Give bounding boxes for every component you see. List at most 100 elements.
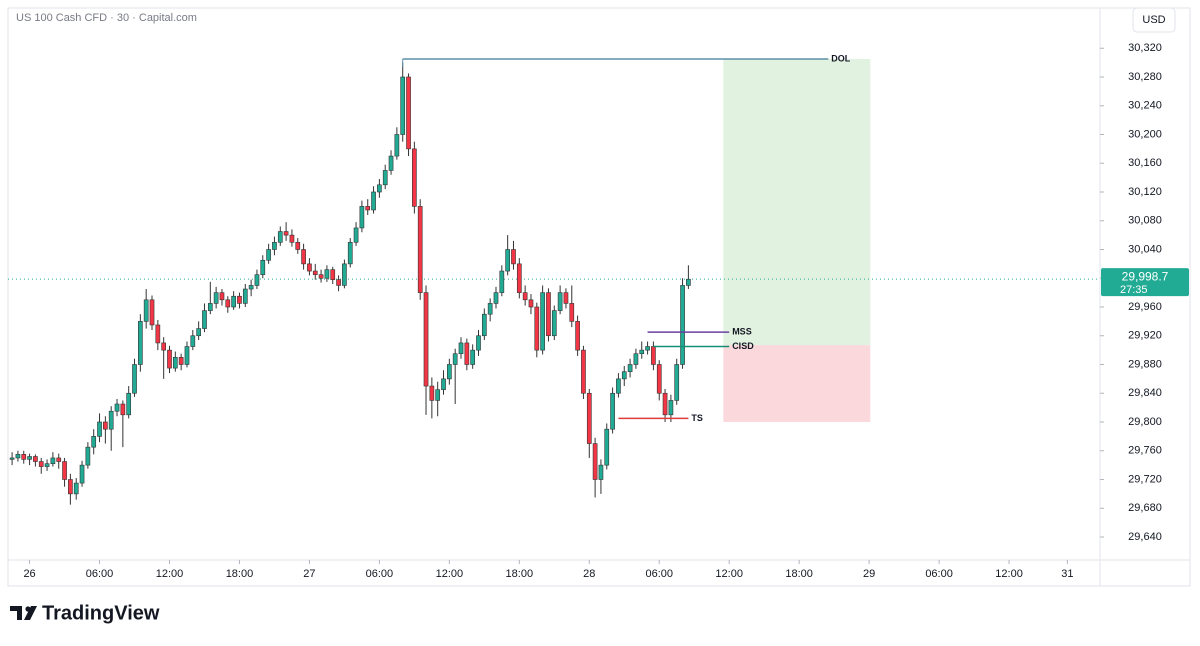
- x-tick-label: 06:00: [366, 568, 394, 580]
- candle-body: [353, 227, 359, 243]
- candle-body: [161, 342, 167, 351]
- candle-body: [242, 288, 248, 304]
- candle-body: [481, 313, 487, 337]
- candle-body: [44, 463, 50, 467]
- y-tick-label: 30,080: [1128, 215, 1162, 227]
- currency[interactable]: USD: [1142, 14, 1165, 26]
- candle-body: [330, 269, 336, 280]
- candle-body: [581, 349, 586, 394]
- zone: [723, 59, 871, 346]
- candle-body: [231, 295, 236, 308]
- candle-body: [575, 321, 580, 351]
- y-tick-label: 30,160: [1128, 157, 1162, 169]
- price-marker: 29,998.727:35: [1101, 268, 1189, 297]
- x-tick-label: 12:00: [995, 568, 1023, 580]
- x-tick-label: 18:00: [506, 568, 534, 580]
- candle-body: [73, 482, 79, 495]
- candle-body: [569, 303, 575, 322]
- candle-body: [627, 364, 633, 372]
- candle-body: [487, 303, 493, 315]
- candle-body: [382, 170, 388, 186]
- candle-body: [645, 346, 650, 351]
- y-tick-label: 29,640: [1128, 531, 1162, 543]
- candle-body: [62, 461, 67, 480]
- candle-body: [557, 292, 563, 311]
- candle-body: [394, 134, 400, 157]
- candle-body: [365, 206, 371, 211]
- candle-body: [318, 274, 324, 279]
- candle-body: [668, 400, 674, 416]
- x-tick-label: 28: [583, 568, 595, 580]
- candle-body: [248, 285, 254, 290]
- x-tick-label: 06:00: [925, 568, 953, 580]
- candle-body: [266, 249, 271, 261]
- candle-body: [103, 421, 108, 430]
- candle-body: [138, 321, 143, 365]
- candle-body: [592, 443, 598, 480]
- candle-body: [272, 242, 277, 250]
- candle-body: [452, 353, 458, 365]
- candle-body: [686, 278, 691, 286]
- x-tick-label: 18:00: [226, 568, 254, 580]
- candle-body: [196, 328, 201, 337]
- x-tick-label: 06:00: [645, 568, 673, 580]
- candle-body: [371, 191, 376, 211]
- candle-body: [9, 457, 15, 460]
- candle-body: [85, 446, 91, 466]
- candle-body: [15, 454, 21, 459]
- candle-body: [21, 454, 27, 460]
- x-tick-label: 06:00: [86, 568, 114, 580]
- candle-body: [476, 335, 481, 351]
- candle-body: [307, 263, 312, 272]
- candle-body: [563, 292, 569, 304]
- candle-body: [108, 410, 114, 430]
- y-tick-label: 29,760: [1128, 445, 1162, 457]
- y-tick-label: 29,840: [1128, 387, 1162, 399]
- candle-body: [143, 299, 149, 322]
- x-tick-label: 26: [23, 568, 35, 580]
- candle-body: [621, 371, 627, 380]
- candle-body: [301, 249, 306, 265]
- candle-body: [522, 292, 528, 301]
- candle-body: [207, 303, 213, 311]
- candle-body: [505, 249, 510, 272]
- y-tick-label: 29,720: [1128, 473, 1162, 485]
- candle-body: [528, 299, 534, 308]
- candle-body: [33, 456, 38, 462]
- y-tick-label: 29,880: [1128, 358, 1162, 370]
- countdown: 27:35: [1120, 284, 1148, 296]
- candle-body: [336, 279, 341, 286]
- candle-body: [534, 306, 540, 351]
- candle-body: [79, 464, 85, 484]
- y-tick-label: 30,040: [1128, 243, 1162, 255]
- candle-body: [458, 342, 464, 355]
- candle-body: [610, 392, 615, 430]
- candle-body: [639, 349, 645, 355]
- y-tick-label: 30,120: [1128, 186, 1162, 198]
- candle-body: [516, 263, 522, 293]
- candle-body: [656, 364, 662, 394]
- candle-body: [126, 392, 132, 416]
- candle-body: [342, 263, 347, 286]
- x-tick-label: 12:00: [156, 568, 184, 580]
- candle-body: [586, 392, 592, 444]
- logo-dot: [25, 606, 31, 612]
- candle-body: [441, 378, 446, 390]
- candle-body: [633, 353, 639, 365]
- currency-button[interactable]: [1132, 7, 1176, 33]
- candle-body: [155, 324, 161, 344]
- candle-body: [283, 231, 289, 236]
- brand: TradingView: [42, 602, 160, 624]
- candle-body: [27, 456, 32, 460]
- candle-body: [616, 378, 621, 394]
- candle-body: [295, 242, 301, 250]
- candle-body: [260, 259, 266, 275]
- candle-body: [114, 403, 120, 412]
- chart-title: US 100 Cash CFD · 30 · Capital.com: [16, 12, 197, 24]
- x-tick-label: 12:00: [715, 568, 743, 580]
- y-tick-label: 30,240: [1128, 100, 1162, 112]
- candle-body: [184, 346, 190, 365]
- y-tick-label: 29,960: [1128, 301, 1162, 313]
- y-tick-label: 29,920: [1128, 330, 1162, 342]
